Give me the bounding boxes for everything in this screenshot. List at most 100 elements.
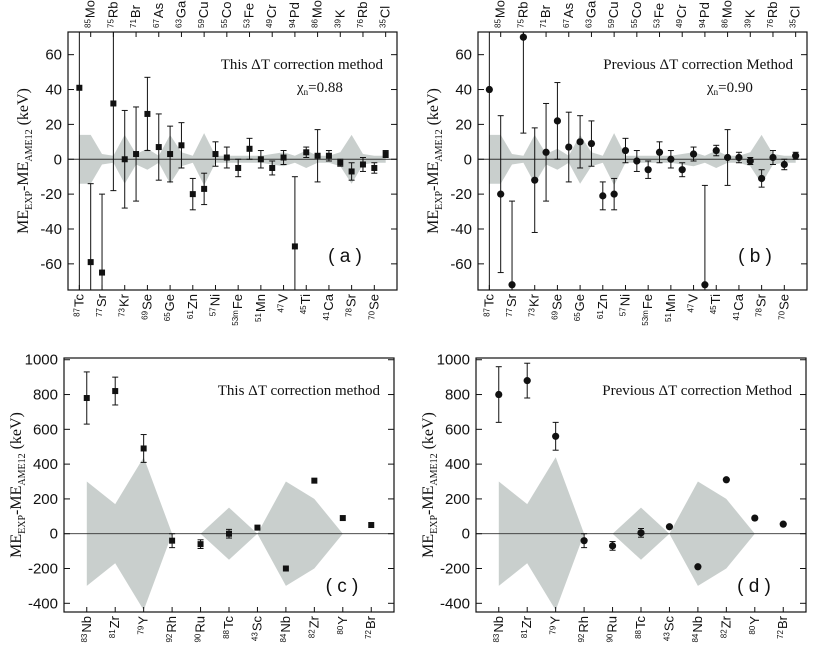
- isotope-mass: 49: [675, 19, 684, 28]
- marker-square: [83, 395, 90, 402]
- isotope-mass: 83: [492, 633, 501, 642]
- isotope-label-top: 67As: [561, 2, 576, 28]
- isotope-mass: 70: [367, 310, 376, 319]
- y-label-mid: -ME: [15, 162, 32, 191]
- isotope-symbol: 47V: [686, 294, 701, 313]
- marker-circle: [610, 190, 618, 198]
- marker-circle: [580, 537, 588, 545]
- isotope-mass: 39: [333, 19, 342, 28]
- isotope-symbol: 84Nb: [278, 616, 293, 643]
- isotope-mass: 94: [698, 19, 707, 28]
- isotope-sym: Sr: [504, 293, 519, 307]
- isotope-sym: Sr: [754, 293, 769, 307]
- data-point: [655, 141, 664, 164]
- marker-square: [76, 84, 83, 91]
- isotope-symbol: 53mFe: [230, 294, 245, 326]
- isotope-mass: 84: [279, 633, 288, 642]
- isotope-label-bottom: 61Zn: [185, 294, 200, 319]
- isotope-mass: 76: [356, 19, 365, 28]
- isotope-mass: 39: [743, 19, 752, 28]
- marker-circle: [667, 155, 675, 163]
- data-point: [552, 421, 560, 451]
- isotope-sym: Br: [538, 4, 553, 18]
- isotope-mass: 88: [222, 629, 231, 638]
- isotope-symbol: 61Zn: [185, 294, 200, 319]
- marker-circle: [485, 85, 493, 94]
- isotope-mass: 45: [709, 305, 718, 314]
- isotope-symbol: 45Ti: [298, 294, 313, 314]
- data-point: [280, 150, 287, 165]
- data-point: [314, 129, 321, 183]
- isotope-mass: 87: [72, 307, 81, 316]
- isotope-mass: 65: [573, 312, 582, 321]
- data-point: [223, 146, 230, 169]
- isotope-symbol: 82Zr: [718, 615, 733, 638]
- marker-square: [325, 152, 332, 159]
- y-tick-label: 40: [455, 82, 472, 99]
- isotope-label-bottom: 65Ge: [572, 294, 587, 321]
- y-axis-label: MEEXP-MEAME12 (keV): [8, 412, 28, 558]
- isotope-mass: 53m: [231, 310, 240, 326]
- y-label-sub2: AME12: [24, 129, 35, 161]
- isotope-label-bottom: 92Rh: [164, 616, 179, 643]
- isotope-sym: Mo: [310, 0, 325, 18]
- panel-d: -400-2000200400600800100083Nb81Zr79Y92Rh…: [420, 352, 807, 643]
- chi-value: =0.90: [718, 80, 753, 96]
- isotope-sym: Mn: [253, 294, 268, 312]
- isotope-sym: Co: [219, 1, 234, 18]
- isotope-sym: Rb: [355, 1, 370, 18]
- isotope-symbol: 75Rb: [105, 1, 120, 28]
- y-label-sub2: AME12: [429, 453, 440, 485]
- isotope-mass: 83: [80, 633, 89, 642]
- isotope-symbol: 70Se: [366, 294, 381, 320]
- y-label-sub1: EXP: [24, 191, 35, 210]
- marker-circle: [552, 432, 560, 440]
- isotope-label-bottom: 83Nb: [491, 616, 506, 643]
- isotope-label-top: 76Rb: [355, 1, 370, 28]
- isotope-symbol: 51Mn: [663, 294, 678, 322]
- y-tick-label: 800: [33, 387, 58, 404]
- isotope-mass: 72: [364, 629, 373, 638]
- marker-square: [201, 185, 208, 192]
- y-tick-label: -400: [28, 595, 58, 612]
- isotope-symbol: 69Se: [549, 294, 564, 320]
- chi-label: χn=0.90: [706, 80, 753, 97]
- isotope-label-bottom: 82Zr: [718, 615, 733, 638]
- data-point: [758, 169, 766, 188]
- isotope-label-top: 75Rb: [105, 1, 120, 28]
- isotope-sym: Ni: [207, 294, 222, 306]
- data-point: [371, 162, 378, 174]
- data-point: [339, 515, 346, 522]
- isotope-symbol: 94Pd: [697, 2, 712, 28]
- data-point: [133, 106, 140, 202]
- isotope-symbol: 49Cr: [264, 4, 279, 28]
- isotope-mass: 78: [345, 307, 354, 316]
- isotope-sym: Zr: [107, 615, 122, 628]
- isotope-label-top: 86Mo: [720, 0, 735, 28]
- marker-circle: [576, 138, 584, 146]
- data-point: [712, 144, 720, 157]
- marker-circle: [751, 514, 759, 522]
- isotope-mass: 81: [520, 629, 529, 638]
- isotope-sym: Y: [335, 616, 350, 625]
- marker-circle: [565, 143, 573, 151]
- data-point: [325, 150, 332, 162]
- data-point: [485, 32, 493, 290]
- data-point: [497, 115, 505, 274]
- isotope-sym: Y: [548, 616, 563, 625]
- marker-square: [99, 269, 106, 276]
- data-point: [621, 137, 630, 164]
- marker-square: [280, 154, 287, 161]
- data-point: [169, 533, 176, 549]
- isotope-mass: 51: [664, 313, 673, 322]
- isotope-symbol: 59Cu: [196, 1, 211, 28]
- y-tick-label: 600: [445, 421, 470, 438]
- isotope-label-bottom: 69Se: [549, 294, 564, 320]
- isotope-symbol: 55Co: [629, 1, 644, 28]
- isotope-mass: 63: [174, 19, 183, 28]
- isotope-symbol: 81Zr: [519, 615, 534, 638]
- y-label-main: ME: [425, 210, 442, 234]
- isotope-sym: Ca: [321, 293, 336, 310]
- isotope-mass: 80: [748, 625, 757, 634]
